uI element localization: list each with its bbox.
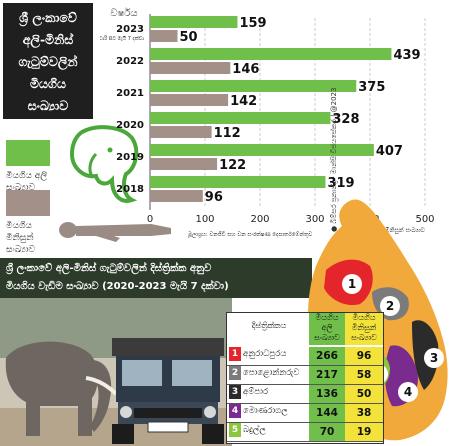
table-header-district: දිස්ත්‍රික්කය xyxy=(251,321,287,330)
data-label: 407 xyxy=(376,144,403,159)
map-label-2: 2 xyxy=(386,299,394,313)
bar-elephants xyxy=(150,80,357,92)
table-row-divider xyxy=(227,403,383,404)
x-tick-label: 100 xyxy=(195,214,214,225)
bar-humans xyxy=(150,126,212,138)
legend-swatch-elephants xyxy=(6,140,50,166)
table-header-humans: මියගිය මිනිසුන් සංඛ්‍යාව xyxy=(345,313,383,345)
x-tick-label: 500 xyxy=(415,214,434,225)
table-rank-badge: 3 xyxy=(229,385,241,399)
map-label-4: 4 xyxy=(404,385,412,399)
table-row-divider xyxy=(227,384,383,385)
data-label: 159 xyxy=(239,16,266,31)
infographic-title: ශ්‍රී ලංකාවේ අලි-මිනිස් ගැටුම්වලින් මියග… xyxy=(3,3,93,119)
table-district-name: අම්පාර xyxy=(243,387,269,397)
data-label: 96 xyxy=(205,190,223,205)
table-rank-badge: 5 xyxy=(229,423,241,437)
table-header-elephants: මියගිය අලි සංඛ්‍යාව xyxy=(309,313,345,345)
bar-humans xyxy=(150,62,231,74)
bar-humans xyxy=(150,30,178,42)
legend-label-humans: මියගිය මිනිසුන් සංඛ්‍යාව xyxy=(6,221,36,255)
table-elephant-count: 70 xyxy=(309,423,345,442)
x-tick-label: 0 xyxy=(147,214,153,225)
category-label: 2019 xyxy=(116,152,144,163)
table-human-count: 96 xyxy=(345,347,383,366)
map-label-3: 3 xyxy=(430,351,438,365)
category-label: 2018 xyxy=(116,184,144,195)
elephant-head-icon xyxy=(69,125,139,203)
table-district-name: බදුල්ල xyxy=(243,425,266,435)
title-line-1: ශ්‍රී ලංකාවේ xyxy=(19,10,77,25)
bar-humans xyxy=(150,94,229,106)
category-label: 2021 xyxy=(116,88,144,99)
title-line-5: සංඛ්‍යාව xyxy=(27,98,69,113)
data-label: 328 xyxy=(332,112,359,127)
bar-elephants xyxy=(150,48,392,60)
legend-swatch-humans xyxy=(6,190,50,216)
data-label: 112 xyxy=(214,126,241,141)
bar-elephants xyxy=(150,112,331,124)
source-text: මූලාශ්‍රය: වනජීවී සහ වන සංරක්ෂණ දෙපාර්තම… xyxy=(188,231,312,239)
table-elephant-count: 144 xyxy=(309,404,345,423)
table-row-divider xyxy=(227,422,383,423)
table-district-name: මොණරාගල xyxy=(243,406,288,416)
table-row-divider xyxy=(227,441,383,442)
table-human-count: 19 xyxy=(345,423,383,442)
table-human-count: 50 xyxy=(345,385,383,404)
table-rank-badge: 1 xyxy=(229,347,241,361)
x-tick-label: 300 xyxy=(305,214,324,225)
title-line-3: ගැටුම්වලින් xyxy=(18,54,78,69)
table-human-count: 38 xyxy=(345,404,383,423)
data-label: 50 xyxy=(180,30,198,45)
map-label-1: 1 xyxy=(348,277,356,291)
table-human-count: 58 xyxy=(345,366,383,385)
district-table: දිස්ත්‍රික්කය මියගිය අලි සංඛ්‍යාව මියගිය… xyxy=(226,312,384,444)
table-title: ශ්‍රී ලංකාවේ අලි-මිනිස් ගැටුම්වලින් දිස්… xyxy=(0,258,312,298)
legend-label-elephants: මියගිය අලි සංඛ්‍යාව xyxy=(6,171,48,193)
data-label: 122 xyxy=(219,158,246,173)
data-label: 142 xyxy=(230,94,257,109)
data-label: 439 xyxy=(393,48,420,63)
bar-elephants xyxy=(150,16,238,28)
title-line-4: මියගිය xyxy=(30,76,66,91)
title-line-2: අලි-මිනිස් xyxy=(22,32,74,47)
category-label: 2023 xyxy=(116,24,144,35)
table-rank-badge: 2 xyxy=(229,366,241,380)
table-district-name: පොළොන්නරුව xyxy=(243,368,300,378)
x-tick-label: 200 xyxy=(250,214,269,225)
bar-elephants xyxy=(150,144,374,156)
category-note: ජනවාරි සිට මැයි 7 දක්වා xyxy=(100,35,144,42)
data-label: 319 xyxy=(327,176,354,191)
table-elephant-count: 136 xyxy=(309,385,345,404)
table-row-divider xyxy=(227,365,383,366)
table-rank-badge: 4 xyxy=(229,404,241,418)
lying-person-icon xyxy=(59,222,171,242)
table-elephant-count: 266 xyxy=(309,347,345,366)
category-header: වර්ෂය xyxy=(110,7,137,19)
bar-humans xyxy=(150,158,218,170)
table-title-line-1: ශ්‍රී ලංකාවේ අලි-මිනිස් ගැටුම්වලින් දිස්… xyxy=(6,263,212,274)
data-label: 146 xyxy=(232,62,259,77)
table-title-line-2: මියගිය වැඩිම සංඛ්‍යාව (2020-2023 මැයි 7 … xyxy=(6,281,229,292)
table-elephant-count: 217 xyxy=(309,366,345,385)
category-label: 2020 xyxy=(116,120,144,131)
table-district-name: අනුරාධපුරය xyxy=(243,349,287,359)
elephant-jeep-photo xyxy=(0,298,232,446)
category-label: 2022 xyxy=(116,56,144,67)
bar-humans xyxy=(150,190,203,202)
bar-elephants xyxy=(150,176,326,188)
data-label: 375 xyxy=(358,80,385,95)
